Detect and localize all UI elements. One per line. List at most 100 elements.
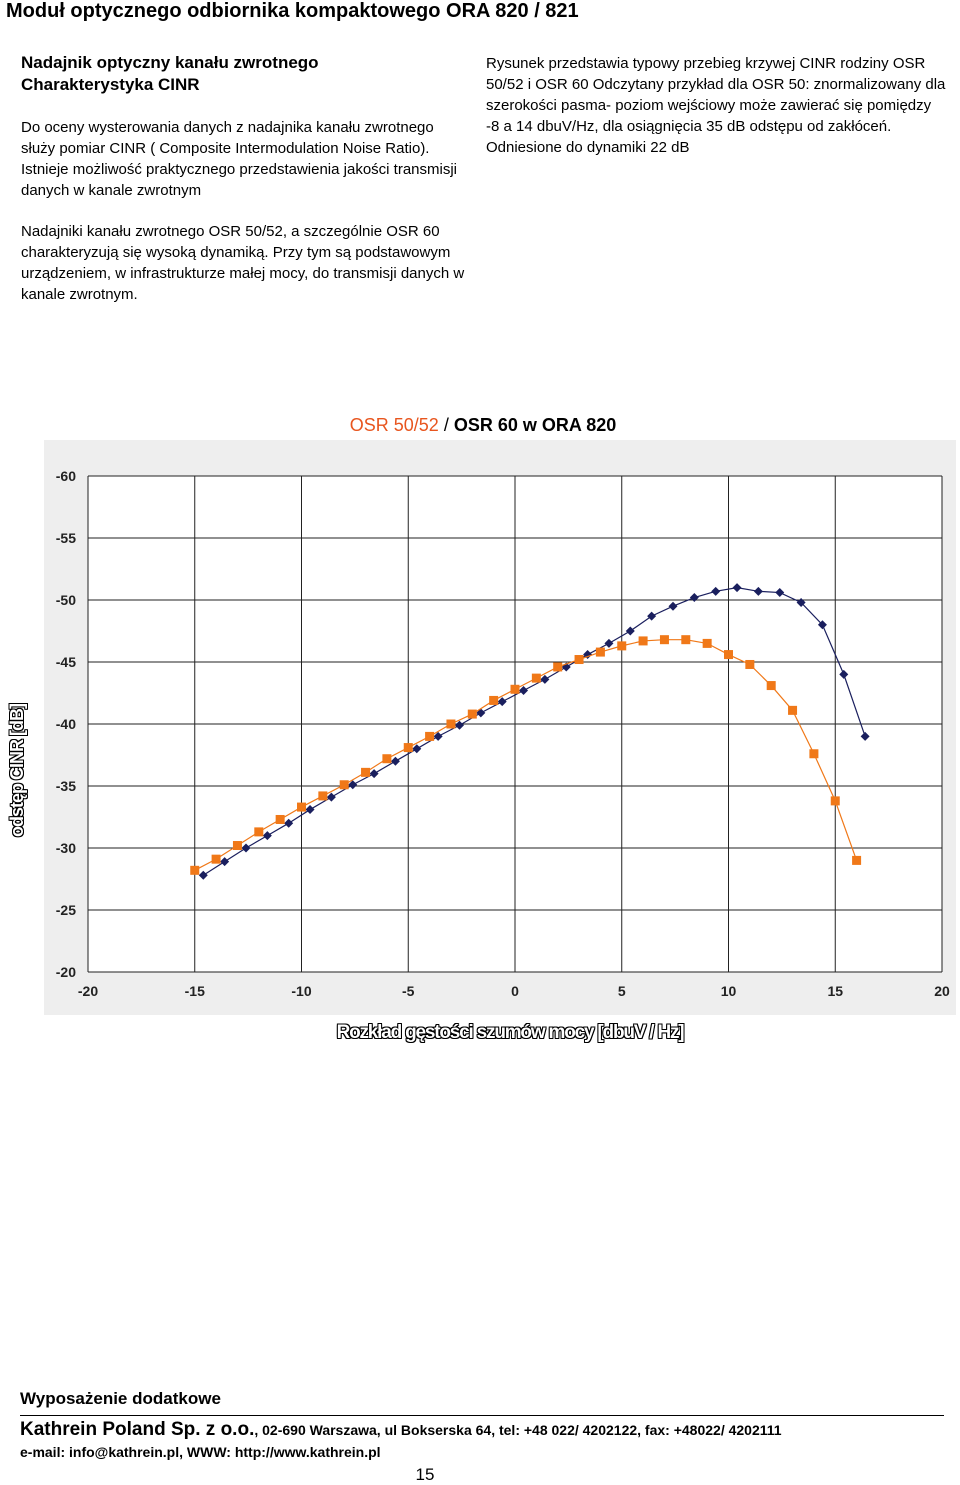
section-heading-line2: Charakterystyka CINR	[21, 75, 200, 94]
x-axis-label: Rozkład gęstości szumów mocy [dbuV / Hz]	[336, 1022, 685, 1043]
x-tick-label: -5	[402, 983, 415, 999]
navy-series-point	[839, 669, 849, 679]
y-axis-label: odstęp CINR [dB]	[7, 704, 27, 837]
x-tick-label: -10	[291, 983, 311, 999]
navy-series-point	[305, 805, 315, 815]
y-tick-label: -60	[56, 468, 76, 484]
navy-series-point	[241, 843, 251, 853]
orange-series-point	[232, 841, 242, 851]
chart-title-osr60: OSR 60 w ORA 820	[453, 415, 617, 435]
navy-series-point	[220, 857, 230, 867]
orange-series-point	[467, 709, 477, 719]
x-tick-label: 0	[511, 983, 519, 999]
x-tick-label: 15	[827, 983, 843, 999]
company-address: , 02-690 Warszawa, ul Bokserska 64, tel:…	[254, 1422, 782, 1438]
chart-area: -20 -15 -10 -5 0 5 10 15 20 -60 -55 -50 -45 -40 -35 -30…	[44, 440, 956, 1015]
y-tick-label: -45	[56, 654, 76, 670]
section-heading-line1: Nadajnik optyczny kanału zwrotnego	[21, 53, 319, 72]
chart-title: OSR 50/52 / OSR 60 w ORA 820	[0, 415, 960, 436]
y-tick-label: -20	[56, 964, 76, 980]
y-tick-label: -30	[56, 840, 76, 856]
orange-series-point	[446, 719, 456, 729]
orange-series-point	[425, 731, 435, 741]
orange-series-point	[702, 638, 712, 648]
navy-series-point	[817, 620, 827, 630]
y-tick-label: -25	[56, 902, 76, 918]
navy-series-point	[412, 744, 422, 754]
navy-series-point	[732, 583, 742, 593]
navy-series-point	[348, 780, 358, 790]
orange-series-point	[531, 673, 541, 683]
orange-series-point	[361, 767, 371, 777]
orange-series-point	[595, 647, 605, 657]
orange-series-point	[510, 684, 520, 694]
y-tick-label: -50	[56, 592, 76, 608]
navy-series-point	[326, 792, 336, 802]
page-number: 15	[415, 1465, 435, 1484]
orange-series-point	[211, 854, 221, 864]
page-title: Moduł optycznego odbiornika kompaktowego…	[6, 0, 579, 22]
orange-series-point	[489, 695, 499, 705]
orange-series-point	[574, 655, 584, 665]
x-tick-label: -20	[78, 983, 98, 999]
orange-series-point	[254, 827, 264, 837]
navy-series-point	[753, 586, 763, 596]
navy-series-point	[647, 611, 657, 621]
navy-series-point	[860, 731, 870, 741]
navy-series-point	[284, 818, 294, 828]
navy-series-point	[689, 593, 699, 603]
navy-series-point	[519, 686, 529, 696]
orange-series-point	[190, 865, 200, 875]
orange-series-point	[318, 791, 328, 801]
navy-series-point	[262, 831, 272, 841]
navy-series-point	[433, 731, 443, 741]
y-tick-label: -40	[56, 716, 76, 732]
navy-series-point	[454, 720, 464, 730]
orange-series-point	[745, 659, 755, 669]
chart-title-osr50: OSR 50/52	[349, 415, 439, 435]
intro-paragraph: Do oceny wysterowania danych z nadajnika…	[21, 119, 458, 199]
x-tick-label: 5	[618, 983, 626, 999]
dynamics-paragraph: Nadajniki kanału zwrotnego OSR 50/52, a …	[21, 223, 465, 303]
extras-section-title: Wyposażenie dodatkowe	[20, 1389, 221, 1408]
orange-series-point	[403, 743, 413, 753]
orange-series-point	[681, 635, 691, 645]
chart-title-separator: /	[438, 415, 454, 435]
company-name: Kathrein Poland Sp. z o.o.	[20, 1419, 255, 1440]
orange-series-point	[638, 636, 648, 646]
y-axis-label-wrap: odstęp CINR [dB]	[7, 704, 27, 837]
x-tick-label: 10	[721, 983, 737, 999]
navy-series-point	[775, 588, 785, 598]
orange-series-point	[659, 635, 669, 645]
navy-series-point	[668, 601, 678, 611]
navy-series-point	[390, 756, 400, 766]
company-line: Kathrein Poland Sp. z o.o., 02-690 Warsz…	[20, 1419, 782, 1441]
navy-series-point	[497, 697, 507, 707]
navy-series-point	[540, 674, 550, 684]
navy-series-point	[369, 769, 379, 779]
orange-series-point	[617, 641, 627, 651]
cinr-chart: -20 -15 -10 -5 0 5 10 15 20-60-55-50-45-40-35-30…	[56, 468, 950, 999]
orange-series-point	[724, 650, 733, 660]
orange-series-point	[382, 754, 392, 764]
orange-series-point	[275, 814, 285, 824]
contact-line: e-mail: info@kathrein.pl, WWW: http://ww…	[20, 1444, 381, 1460]
orange-series-point	[852, 855, 862, 865]
orange-series-point	[339, 780, 349, 790]
right-column: Rysunek przedstawia typowy przebieg krzy…	[486, 55, 946, 156]
navy-series-point	[796, 597, 806, 607]
navy-series-point	[625, 626, 635, 636]
footer-divider	[20, 1415, 944, 1416]
orange-series-point	[788, 705, 798, 715]
x-tick-label: 20	[934, 983, 950, 999]
left-column: Nadajnik optyczny kanału zwrotnego Chara…	[21, 52, 467, 325]
navy-series-point	[604, 638, 614, 648]
orange-series-point	[830, 796, 840, 806]
navy-series-point	[198, 870, 208, 880]
orange-series-point	[297, 802, 306, 812]
navy-series-point	[711, 586, 721, 596]
x-tick-label: -15	[185, 983, 205, 999]
orange-series-point	[809, 749, 819, 759]
orange-series-point	[553, 662, 563, 672]
navy-series-point	[476, 708, 486, 718]
